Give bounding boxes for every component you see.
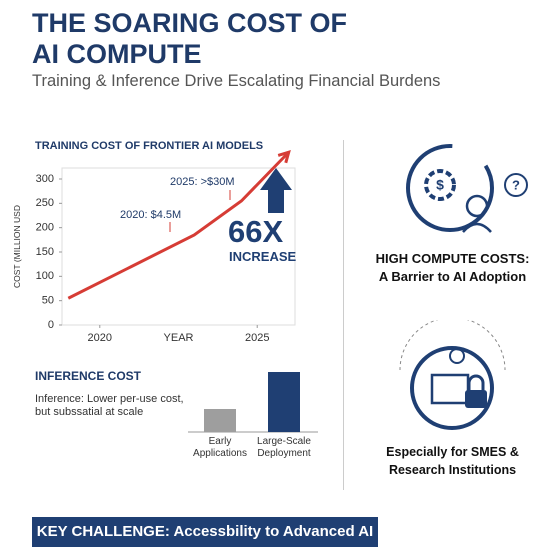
y-tick-label: 100 [36,270,54,282]
training-chart: 0 50 100 150 200 250 300 2020 2025 YEAR [36,149,296,344]
title: THE SOARING COST OF AI COMPUTE [32,8,348,69]
x-tick-label: Large-Scale Deployment [257,436,311,459]
line [67,151,290,300]
increase-arrow [260,168,292,213]
icon [399,320,506,430]
y-tick-label: 150 [36,246,54,258]
y-tick-label: 0 [48,319,54,331]
line-arrowhead [277,149,291,164]
chart-title: INFERENCE COST [35,369,142,383]
footer: KEY CHALLENGE: Accessbility to Advanced … [32,517,378,547]
subtitle: Training & Inference Drive Escalating Fi… [32,72,441,90]
y-tick-label: 250 [36,197,54,209]
y-tick-label: 200 [36,222,54,234]
x-tick-label: 2020 [88,332,112,344]
annotation: 2025: >$30M [170,176,235,188]
annotation: 66X [228,214,284,249]
inference-chart [188,372,318,433]
panel-heading: HIGH COMPUTE COSTS: [375,251,530,266]
x-tick-label: 2025 [245,332,269,344]
svg-text:$: $ [436,177,444,193]
y-tick-label: 50 [42,295,54,307]
chart-subtitle: Inference: Lower per-use cost, but subss… [35,393,184,418]
annotation: INCREASE [229,249,297,264]
divider [343,140,344,490]
annotation: 2020: $4.5M [120,209,182,221]
bar [204,409,236,432]
y-tick-label: 300 [36,173,54,185]
svg-text:?: ? [512,177,520,192]
panel-note: Especially for SMES & Research Instituti… [386,445,519,477]
x-tick-label: Early Applications [193,436,247,459]
x-axis-label: YEAR [164,332,194,344]
panel-body: A Barrier to AI Adoption [378,269,527,284]
bar [268,372,300,432]
icon: $ ? [406,144,528,233]
plot-frame [61,167,296,326]
chart-title: TRAINING COST OF FRONTIER AI MODELS [35,140,264,152]
panel-text: HIGH COMPUTE COSTS: A Barrier to AI Adop… [360,250,545,286]
y-axis-label: COST (MILLION USD [12,205,22,288]
